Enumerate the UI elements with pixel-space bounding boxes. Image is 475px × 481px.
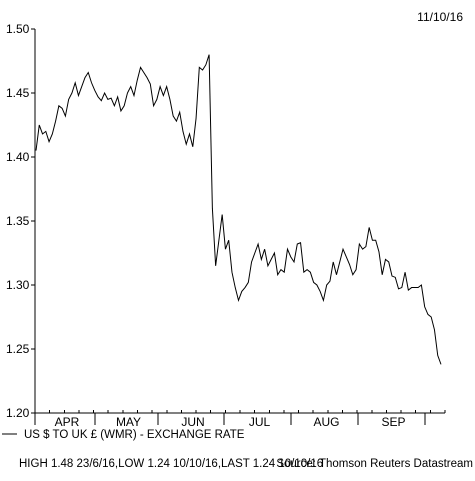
y-tick-label: 1.40 — [6, 150, 30, 164]
y-tick-label: 1.30 — [6, 278, 30, 292]
y-tick-label: 1.50 — [6, 22, 30, 36]
x-tick-label: JUL — [249, 415, 271, 429]
x-axis: APR MAY JUN JUL AUG SEP — [34, 410, 446, 429]
x-tick-label: AUG — [313, 415, 339, 429]
y-tick-label: 1.35 — [6, 214, 30, 228]
y-tick-label: 1.45 — [6, 86, 30, 100]
chart-date: 11/10/16 — [417, 10, 463, 24]
y-tick-label: 1.25 — [6, 342, 30, 356]
legend-series-label: US $ TO UK £ (WMR) - EXCHANGE RATE — [24, 429, 245, 441]
x-tick-label: SEP — [381, 415, 405, 429]
x-tick-label: JUN — [181, 415, 204, 429]
exchange-rate-series-line — [35, 54, 442, 365]
y-axis: 1.20 1.25 1.30 1.35 1.40 1.45 1.50 — [6, 22, 36, 420]
footer-stats: HIGH 1.48 23/6/16,LOW 1.24 10/10/16,LAST… — [19, 458, 323, 470]
x-tick-label: MAY — [116, 415, 141, 429]
x-tick-label: APR — [55, 415, 80, 429]
footer-source: Source: Thomson Reuters Datastream — [276, 458, 473, 470]
y-tick-label: 1.20 — [6, 406, 30, 420]
